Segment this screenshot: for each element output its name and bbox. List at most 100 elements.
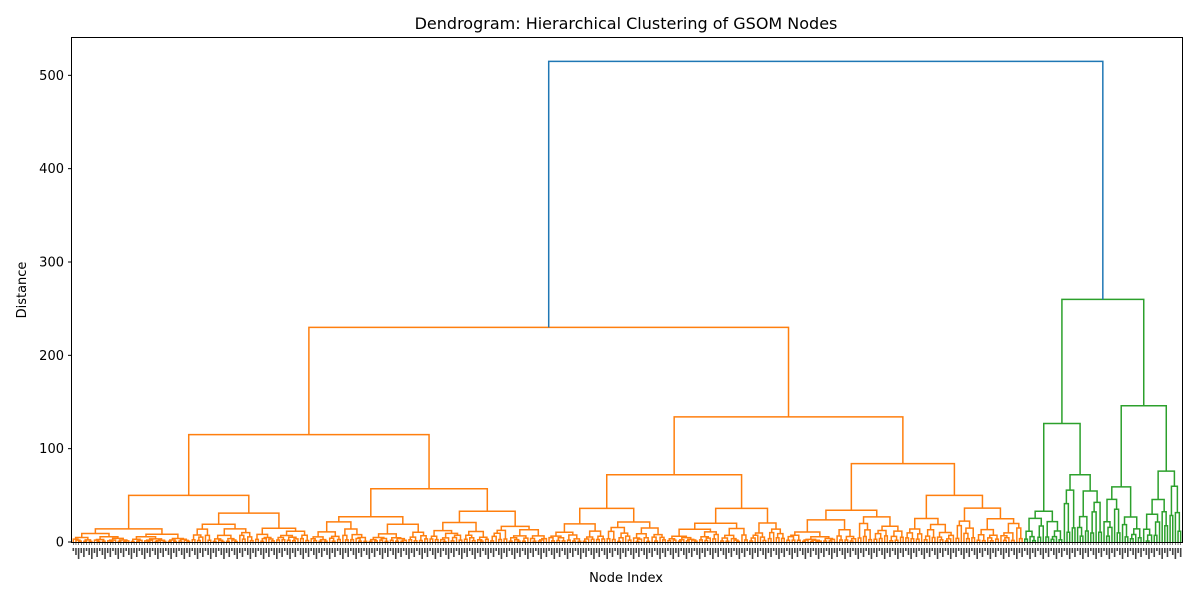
x-leaf-label-glyph <box>498 548 500 555</box>
dendrogram-link-102 <box>350 538 355 542</box>
dendrogram-link-278 <box>811 539 821 542</box>
dendrogram-link-369 <box>1058 539 1063 542</box>
x-leaf-label-glyph <box>934 548 936 555</box>
x-leaf-label-glyph <box>154 548 157 555</box>
x-leaf-label-glyph <box>788 548 791 555</box>
dendrogram-link-259 <box>767 537 772 542</box>
dendrogram-link-202 <box>607 530 615 540</box>
dendrogram-link-117 <box>389 539 394 542</box>
dendrogram-link-113 <box>379 539 384 542</box>
x-leaf-label-glyph <box>352 548 355 555</box>
dendrogram-link-7 <box>96 540 101 543</box>
x-leaf-label-glyph <box>1090 548 1092 551</box>
x-leaf-label-glyph <box>709 548 712 555</box>
x-leaf-label-glyph <box>1023 548 1026 551</box>
x-leaf-label-glyph <box>706 548 709 551</box>
x-leaf-label-glyph <box>228 548 231 557</box>
x-leaf-label-glyph <box>759 548 762 551</box>
dendrogram-link-211 <box>632 537 641 542</box>
dendrogram-link-159 <box>503 538 508 542</box>
dendrogram-link-182 <box>561 540 566 542</box>
x-leaf-label-glyph <box>1142 548 1145 551</box>
x-leaf-label-glyph <box>1005 548 1008 553</box>
dendrogram-link-409 <box>1161 511 1167 542</box>
x-leaf-label-glyph <box>648 548 651 553</box>
dendrogram-link-187 <box>577 540 582 542</box>
x-leaf-label-glyph <box>873 548 875 553</box>
x-leaf-label-glyph <box>376 548 379 551</box>
x-leaf-label-glyph <box>360 548 363 557</box>
x-leaf-label-glyph <box>1053 548 1055 555</box>
dendrogram-link-23 <box>137 539 143 542</box>
x-leaf-label-glyph <box>505 548 508 557</box>
x-leaf-label-glyph <box>1140 548 1142 557</box>
x-leaf-label-glyph <box>915 548 918 557</box>
dendrogram-link-114 <box>384 540 389 543</box>
x-leaf-label-glyph <box>1060 548 1063 557</box>
x-axis-label: Node Index <box>589 571 663 586</box>
x-leaf-label-glyph <box>757 548 759 557</box>
x-leaf-label-glyph <box>1150 548 1153 553</box>
x-leaf-label-glyph <box>860 548 862 553</box>
dendrogram-link-385 <box>1082 490 1098 517</box>
dendrogram-link-177 <box>370 488 489 517</box>
dendrogram-link-318 <box>923 538 928 542</box>
x-leaf-label-glyph <box>1174 548 1177 559</box>
x-leaf-label-glyph <box>971 548 973 551</box>
x-leaf-label-glyph <box>585 548 587 557</box>
dendrogram-link-37 <box>178 540 183 542</box>
x-leaf-label-glyph <box>416 548 418 551</box>
x-leaf-label-glyph <box>791 548 793 559</box>
dendrogram-link-295 <box>862 535 867 542</box>
x-leaf-label-glyph <box>720 548 722 551</box>
dendrogram-link-0 <box>77 540 82 542</box>
dendrogram-link-70 <box>270 540 275 542</box>
dendrogram-link-68 <box>260 540 265 543</box>
x-leaf-label-glyph <box>310 548 312 551</box>
dendrogram-link-338 <box>981 539 986 542</box>
dendrogram-link-352 <box>1007 522 1020 533</box>
x-leaf-label-glyph <box>397 548 400 553</box>
x-leaf-label-glyph <box>535 548 537 551</box>
x-leaf-label-glyph <box>627 548 630 551</box>
dendrogram-link-376 <box>1065 489 1075 528</box>
x-leaf-label-glyph <box>80 548 83 553</box>
x-leaf-label-glyph <box>167 548 170 555</box>
dendrogram-link-137 <box>439 538 446 542</box>
x-leaf-label-glyph <box>825 548 828 551</box>
dendrogram-link-74 <box>276 539 281 542</box>
dendrogram-link-315 <box>915 538 920 542</box>
dendrogram-link-282 <box>829 538 836 542</box>
dendrogram-link-231 <box>687 538 695 541</box>
x-leaf-label-glyph <box>540 548 542 559</box>
dendrogram-link-397 <box>1131 533 1137 542</box>
x-leaf-label-glyph <box>223 548 225 559</box>
x-leaf-label-glyph <box>265 548 268 553</box>
dendrogram-link-155 <box>490 540 495 542</box>
dendrogram-link-228 <box>685 540 690 542</box>
dendrogram-link-9 <box>101 540 106 542</box>
x-leaf-label-glyph <box>960 548 963 555</box>
x-leaf-label-glyph <box>656 548 659 555</box>
dendrogram-link-100 <box>344 539 349 542</box>
x-leaf-label-glyph <box>992 548 994 553</box>
x-leaf-label-glyph <box>394 548 397 559</box>
x-leaf-label-glyph <box>1164 548 1166 553</box>
dendrogram-link-335 <box>965 527 974 538</box>
x-leaf-label-glyph <box>868 548 870 555</box>
x-leaf-label-glyph <box>373 548 376 557</box>
dendrogram-link-65 <box>223 528 247 536</box>
dendrogram-link-307 <box>899 536 904 542</box>
dendrogram-link-165 <box>521 540 526 542</box>
x-leaf-label-glyph <box>463 548 466 553</box>
dendrogram-link-81 <box>280 534 294 538</box>
x-leaf-label-glyph <box>246 548 249 555</box>
x-leaf-label-glyph <box>556 548 558 553</box>
x-leaf-label-glyph <box>384 548 386 553</box>
dendrogram-link-212 <box>646 540 651 543</box>
x-leaf-label-glyph <box>957 548 960 551</box>
x-leaf-label-glyph <box>357 548 360 553</box>
x-leaf-label-glyph <box>1161 548 1163 559</box>
x-leaf-label-glyph <box>260 548 262 555</box>
dendrogram-link-366 <box>1045 536 1050 542</box>
